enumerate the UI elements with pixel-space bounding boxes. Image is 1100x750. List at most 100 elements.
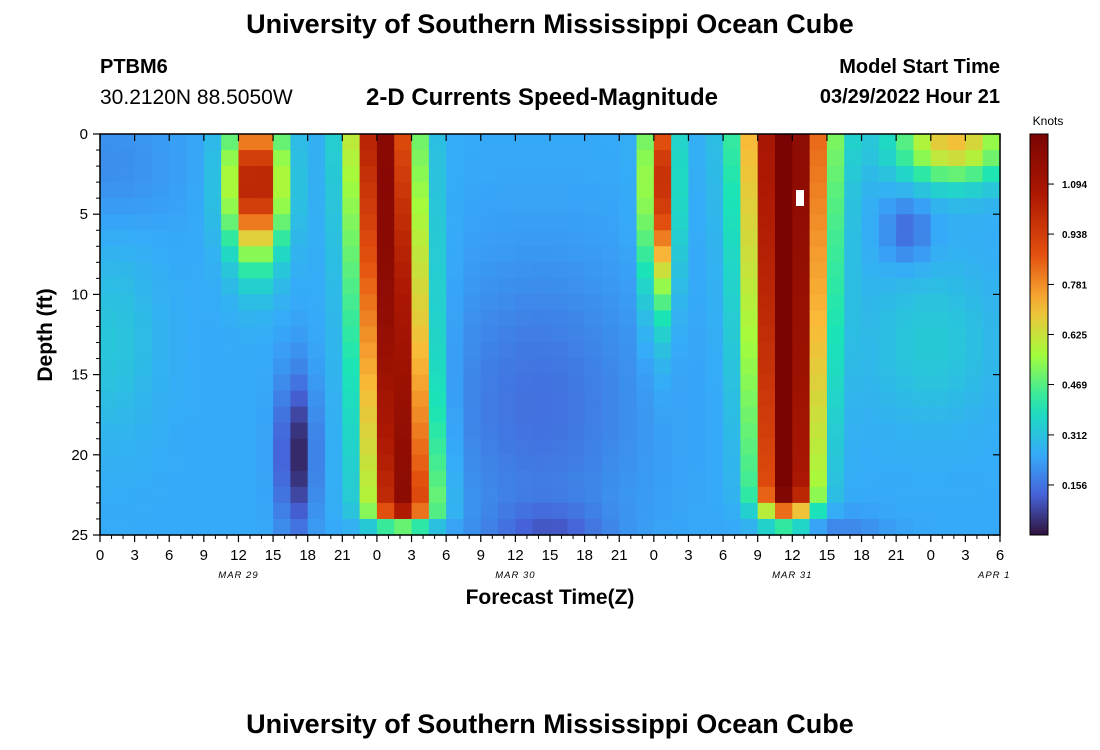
heatmap-cell: [965, 342, 984, 360]
heatmap-cell: [636, 406, 655, 424]
heatmap-cell: [376, 166, 395, 183]
heatmap-cell: [861, 518, 880, 536]
heatmap-cell: [411, 374, 430, 392]
heatmap-cell: [723, 470, 741, 488]
heatmap-cell: [428, 326, 447, 344]
heatmap-cell: [394, 390, 413, 408]
heatmap-cell: [532, 470, 551, 488]
heatmap-cell: [411, 406, 430, 424]
heatmap-cell: [342, 422, 361, 440]
heatmap-cell: [203, 502, 222, 520]
heatmap-cell: [567, 502, 586, 520]
heatmap-cell: [653, 310, 672, 328]
heatmap-cell: [757, 454, 776, 472]
heatmap-cell: [325, 406, 343, 424]
heatmap-cell: [636, 294, 655, 312]
heatmap-cell: [930, 326, 949, 344]
x-axis-ticks: 0 3 6 9 12 15 18 21 0 3 6 9 12 15 18 21 0 3 6 9 12 15 18 21 0 3 6: [96, 134, 1004, 564]
heatmap-cell: [809, 406, 828, 424]
heatmap-cell: [169, 486, 188, 504]
heatmap-cell: [238, 134, 257, 151]
heatmap-cell: [117, 342, 136, 360]
heatmap-cell: [117, 390, 136, 408]
heatmap-cell: [567, 470, 586, 488]
heatmap-cell: [913, 246, 932, 263]
heatmap-cell: [930, 374, 949, 392]
heatmap-cell: [775, 438, 793, 456]
heatmap-cell: [169, 502, 188, 520]
heatmap-cell: [498, 454, 516, 472]
heatmap-cell: [359, 182, 378, 199]
heatmap-cell: [394, 198, 413, 215]
heatmap-cell: [376, 246, 395, 263]
heatmap-cell: [238, 182, 257, 199]
heatmap-cell: [619, 198, 638, 215]
heatmap-cell: [965, 326, 984, 344]
heatmap-cell: [930, 518, 949, 536]
heatmap-cell: [238, 390, 257, 408]
heatmap-cell: [844, 358, 863, 376]
heatmap-cells: [100, 134, 1001, 536]
heatmap-cell: [982, 518, 1001, 536]
heatmap-cell: [307, 342, 326, 360]
heatmap-cell: [809, 214, 828, 231]
heatmap-cell: [411, 182, 430, 199]
heatmap-cell: [619, 246, 638, 263]
heatmap-cell: [550, 182, 568, 199]
x-tick-label: 0: [96, 547, 104, 564]
heatmap-cell: [151, 182, 170, 199]
colorbar-tick-label: 0.312: [1062, 431, 1087, 442]
heatmap-cell: [965, 310, 984, 328]
heatmap-cell: [255, 518, 274, 536]
heatmap-cell: [117, 150, 136, 167]
heatmap-cell: [151, 294, 170, 312]
heatmap-cell: [532, 230, 551, 247]
heatmap-cell: [273, 230, 291, 247]
heatmap-cell: [307, 150, 326, 167]
heatmap-cell: [844, 342, 863, 360]
heatmap-cell: [100, 310, 118, 328]
heatmap-cell: [757, 150, 776, 167]
heatmap-cell: [584, 422, 603, 440]
heatmap-cell: [290, 310, 309, 328]
heatmap-cell: [878, 326, 897, 344]
heatmap-cell: [723, 454, 741, 472]
heatmap-cell: [100, 246, 118, 263]
heatmap-cell: [446, 374, 465, 392]
heatmap-cell: [480, 134, 499, 151]
heatmap-cell: [982, 262, 1001, 279]
heatmap-cell: [601, 310, 620, 328]
heatmap-cell: [203, 246, 222, 263]
heatmap-cell: [498, 198, 516, 215]
heatmap-cell: [325, 198, 343, 215]
x-tick-label: 12: [784, 547, 801, 564]
heatmap-cell: [255, 278, 274, 295]
heatmap-cell: [307, 374, 326, 392]
heatmap-cell: [342, 182, 361, 199]
heatmap-cell: [878, 342, 897, 360]
heatmap-cell: [151, 422, 170, 440]
heatmap-cell: [567, 326, 586, 344]
heatmap-cell: [498, 262, 516, 279]
heatmap-cell: [325, 262, 343, 279]
heatmap-cell: [567, 342, 586, 360]
heatmap-cell: [775, 214, 793, 231]
heatmap-cell: [394, 342, 413, 360]
heatmap-cell: [151, 134, 170, 151]
heatmap-cell: [446, 182, 465, 199]
heatmap-cell: [100, 198, 118, 215]
heatmap-cell: [965, 358, 984, 376]
heatmap-cell: [982, 198, 1001, 215]
heatmap-cell: [878, 262, 897, 279]
heatmap-cell: [567, 518, 586, 536]
heatmap-cell: [480, 406, 499, 424]
heatmap-cell: [861, 214, 880, 231]
heatmap-cell: [376, 518, 395, 536]
heatmap-cell: [255, 374, 274, 392]
heatmap-cell: [930, 406, 949, 424]
heatmap-cell: [273, 486, 291, 504]
heatmap-cell: [186, 134, 205, 151]
heatmap-cell: [861, 342, 880, 360]
heatmap-cell: [134, 294, 153, 312]
heatmap-cell: [896, 230, 915, 247]
